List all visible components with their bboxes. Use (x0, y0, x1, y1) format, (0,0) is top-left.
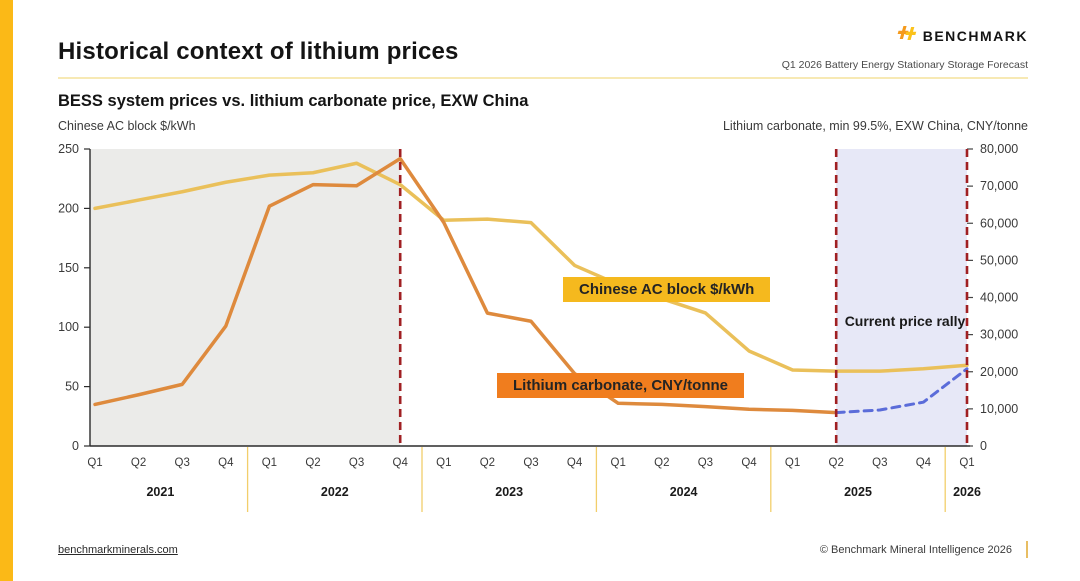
right-tick-label: 40,000 (980, 291, 1018, 305)
right-tick-label: 0 (980, 439, 987, 453)
benchmark-logo-icon (896, 24, 918, 47)
footer-accent-bar (1026, 541, 1028, 558)
quarter-label: Q2 (829, 457, 844, 469)
quarter-label: Q1 (262, 457, 277, 469)
left-tick-label: 100 (58, 320, 79, 334)
series-line-lithium-carbonate-forecast-cny-tonne (834, 367, 969, 415)
current-price-rally-label: Current price rally (844, 313, 966, 329)
left-tick-label: 200 (58, 201, 79, 215)
copyright-text: © Benchmark Mineral Intelligence 2026 (819, 543, 1012, 556)
chart-area: 0 50 100 150 200 250 0 10,000 20,000 30,000 40,000… (0, 140, 1080, 520)
right-tick-label: 30,000 (980, 328, 1018, 342)
quarter-label: Q2 (480, 457, 495, 469)
left-tick-label: 150 (58, 261, 79, 275)
footer: benchmarkminerals.com © Benchmark Minera… (58, 541, 1028, 558)
year-label: 2026 (953, 485, 981, 499)
right-tick-label: 20,000 (980, 365, 1018, 379)
page-title: Historical context of lithium prices (58, 38, 459, 65)
brand-name: BENCHMARK (922, 27, 1028, 44)
right-tick-label: 80,000 (980, 142, 1018, 156)
header: Historical context of lithium prices (58, 0, 1028, 71)
quarter-label: Q2 (305, 457, 320, 469)
quarter-label: Q3 (523, 457, 538, 469)
left-axis-label: Chinese AC block $/kWh (58, 119, 196, 133)
report-label: Q1 2026 Battery Energy Stationary Storag… (781, 59, 1028, 71)
year-label: 2021 (146, 485, 174, 499)
left-tick-label: 50 (65, 380, 79, 394)
year-label: 2025 (844, 485, 872, 499)
lithium-series-label: Lithium carbonate, CNY/tonne (497, 373, 745, 398)
right-tick-label: 70,000 (980, 179, 1018, 193)
website-link[interactable]: benchmarkminerals.com (58, 543, 178, 556)
quarter-label: Q4 (916, 457, 932, 469)
quarter-label: Q3 (349, 457, 364, 469)
axis-label-row: Chinese AC block $/kWh Lithium carbonate… (58, 119, 1028, 133)
year-label: 2023 (495, 485, 523, 499)
year-label: 2022 (321, 485, 349, 499)
right-tick-label: 60,000 (980, 216, 1018, 230)
right-tick-label: 10,000 (980, 402, 1018, 416)
quarter-label: Q3 (698, 457, 713, 469)
quarter-label: Q4 (393, 457, 409, 469)
right-axis-label: Lithium carbonate, min 99.5%, EXW China,… (722, 119, 1028, 133)
quarter-label: Q3 (175, 457, 190, 469)
quarter-label: Q1 (785, 457, 800, 469)
quarter-label: Q4 (567, 457, 583, 469)
series-line-lithium-carbonate-cny-tonne (93, 156, 838, 415)
quarter-label: Q2 (654, 457, 669, 469)
quarter-label: Q1 (436, 457, 451, 469)
quarter-label: Q4 (218, 457, 234, 469)
quarter-label: Q1 (959, 457, 974, 469)
historical-shading-region (90, 149, 401, 446)
left-tick-label: 250 (58, 142, 79, 156)
chart-title: BESS system prices vs. lithium carbonate… (58, 92, 529, 110)
left-accent-strip (0, 0, 13, 581)
price-chart: 0 50 100 150 200 250 0 10,000 20,000 30,000 40,000… (58, 142, 1018, 512)
ac-block-series-label: Chinese AC block $/kWh (563, 277, 771, 302)
quarter-label: Q2 (131, 457, 146, 469)
quarter-label: Q4 (741, 457, 757, 469)
year-label: 2024 (670, 485, 698, 499)
quarter-label: Q1 (87, 457, 102, 469)
quarter-label: Q1 (611, 457, 626, 469)
right-tick-label: 50,000 (980, 253, 1018, 267)
left-tick-label: 0 (72, 439, 79, 453)
current-price-rally-region (836, 149, 967, 446)
brand-block: BENCHMARK Q1 2026 Battery Energy Station… (782, 24, 1028, 71)
series-line-chinese-ac-block-kwh (93, 161, 969, 373)
quarter-label: Q3 (872, 457, 887, 469)
title-underline (58, 77, 1028, 79)
